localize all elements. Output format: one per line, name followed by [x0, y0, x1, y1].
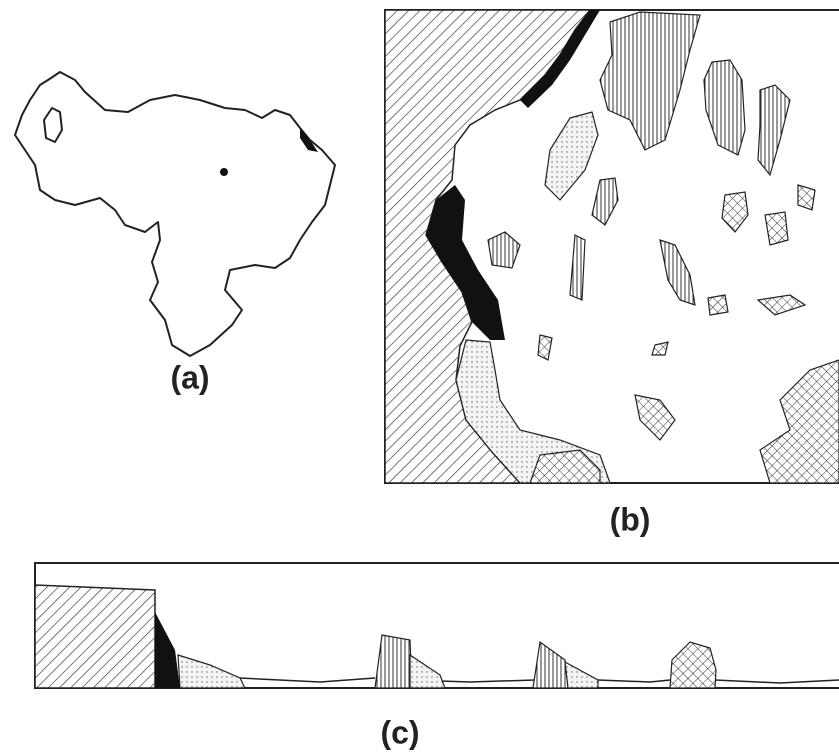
- profile-patch: [532, 640, 569, 689]
- mangrove-band: [426, 10, 600, 340]
- panel-c: (c): [34, 562, 839, 750]
- patch: [756, 294, 807, 316]
- patch: [591, 177, 619, 226]
- profile-patch: [669, 641, 717, 689]
- panel-label: (a): [170, 359, 209, 395]
- patch: [487, 231, 521, 269]
- patch: [529, 449, 601, 484]
- patch: [757, 84, 791, 177]
- patch: [634, 394, 676, 441]
- patch: [721, 191, 749, 233]
- patch: [659, 239, 696, 306]
- patch: [759, 359, 839, 484]
- beach-region: [455, 339, 611, 484]
- panel-label: (b): [610, 501, 651, 537]
- patch: [764, 211, 789, 246]
- profile-beach: [177, 654, 246, 689]
- site-dot: [220, 168, 228, 176]
- lake: [43, 107, 63, 143]
- delta: [300, 128, 318, 152]
- patch: [537, 334, 553, 361]
- patch: [797, 184, 816, 211]
- patch: [703, 59, 746, 156]
- profile-sea: [34, 584, 156, 689]
- profile-mangrove: [155, 612, 180, 688]
- profile-patch: [564, 660, 599, 689]
- profile-patch: [409, 653, 446, 689]
- patch: [544, 111, 599, 201]
- patch: [707, 294, 729, 316]
- profile-surface: [239, 677, 839, 684]
- country-outline: [14, 71, 336, 357]
- patch: [599, 11, 701, 151]
- profile-patch: [374, 634, 413, 689]
- panel-b: (b): [384, 9, 839, 537]
- patch: [569, 234, 586, 301]
- panel-a: (a): [14, 71, 336, 395]
- panel-label: (c): [380, 714, 419, 750]
- patch: [651, 341, 669, 356]
